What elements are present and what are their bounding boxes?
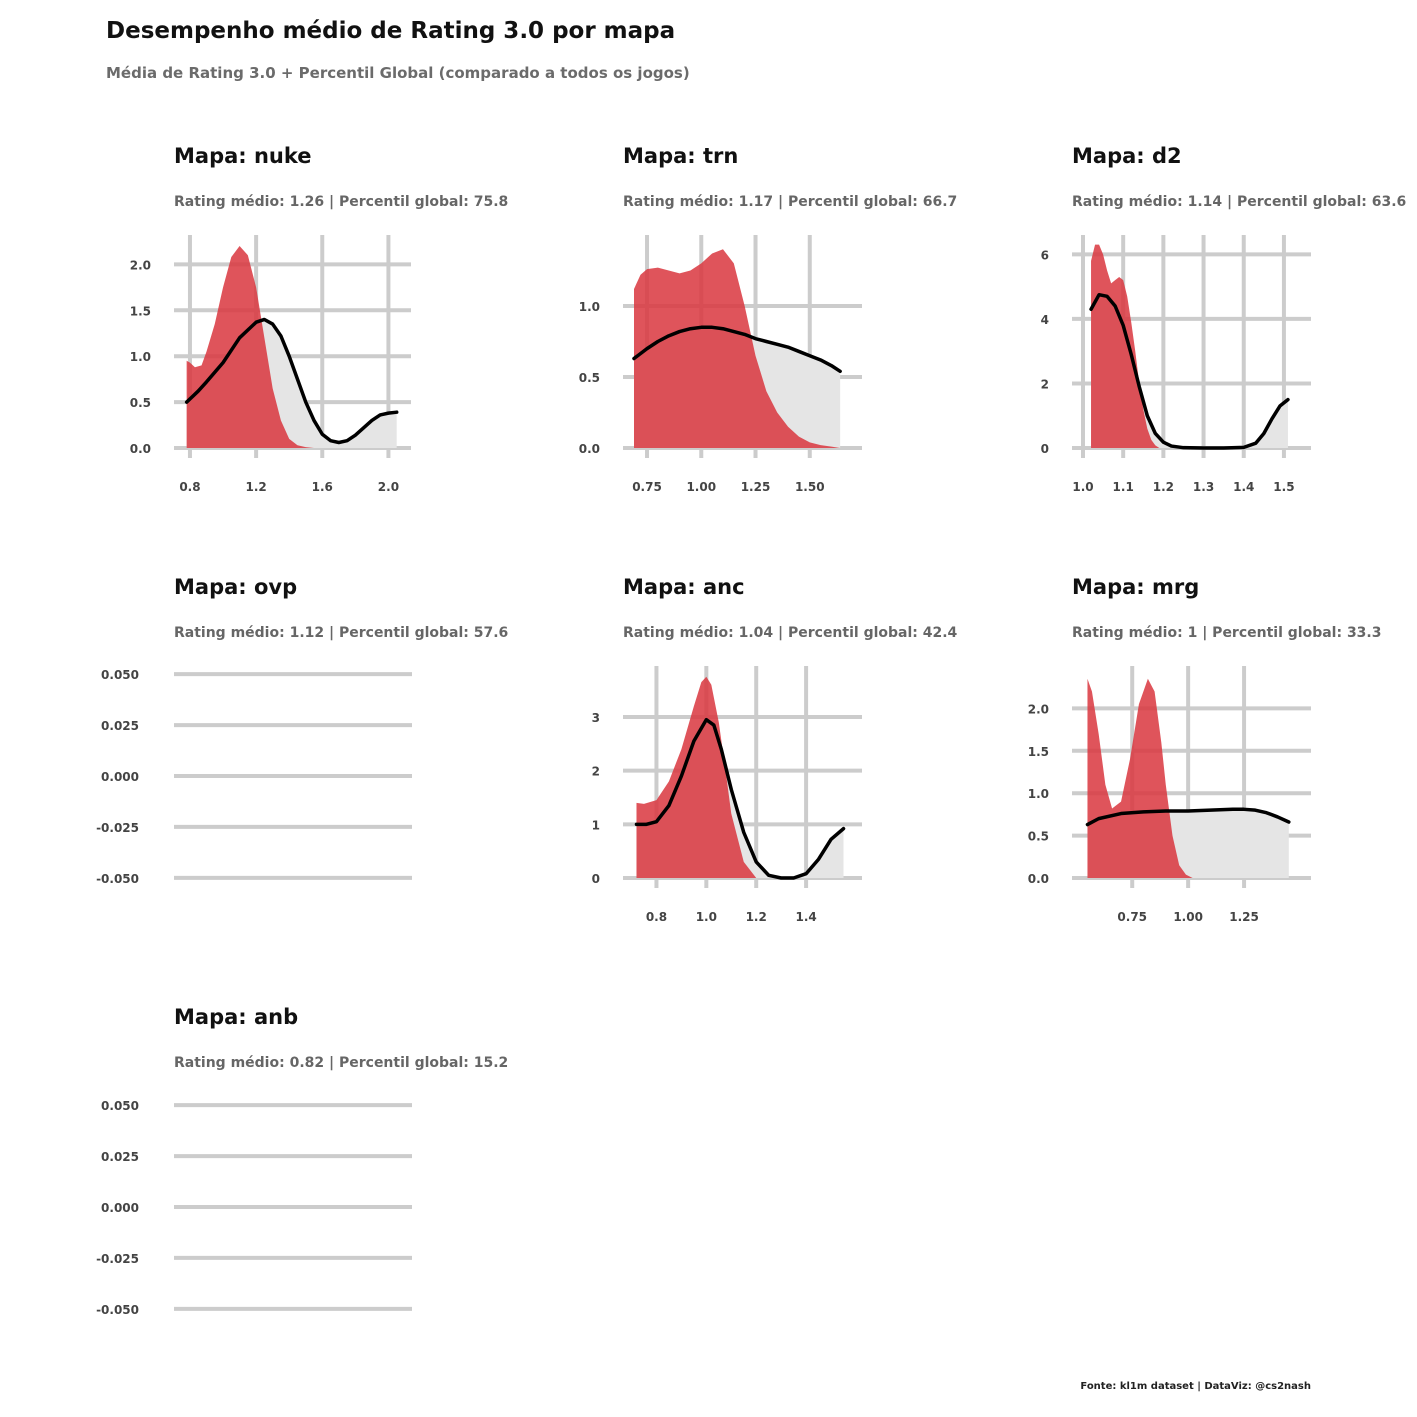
facet-panel: Mapa: anb Rating médio: 0.82 | Percentil … [96, 1005, 508, 1317]
global-density-line [1085, 807, 1291, 827]
global-density-line [634, 717, 846, 880]
global-density-line [184, 317, 399, 445]
facet-subtitle: Rating médio: 1.04 | Percentil global: 4… [623, 625, 958, 641]
x-tick-label: 1.6 [312, 480, 333, 494]
facet-subtitle: Rating médio: 1.14 | Percentil global: 6… [1072, 194, 1406, 210]
x-tick-label: 1.00 [1173, 910, 1203, 924]
x-tick-label: 1.25 [1229, 910, 1259, 924]
x-tick-label: 0.8 [179, 480, 200, 494]
facet-panel: Mapa: d2 Rating médio: 1.14 | Percentil g… [1041, 144, 1407, 494]
facet-panel: Mapa: trn Rating médio: 1.17 | Percentil … [579, 144, 958, 494]
y-tick-label: 0.5 [579, 371, 600, 385]
y-tick-label: -0.025 [96, 821, 139, 835]
facet-subtitle: Rating médio: 1 | Percentil global: 33.3 [1072, 625, 1381, 641]
facet-subtitle: Rating médio: 0.82 | Percentil global: 1… [174, 1055, 508, 1071]
facet-title: Mapa: anb [174, 1005, 298, 1029]
map-density-area [636, 676, 757, 878]
y-tick-label: 1 [592, 818, 600, 832]
y-tick-label: 0.000 [101, 1201, 139, 1215]
x-tick-label: 0.75 [632, 480, 662, 494]
global-density-line [632, 325, 842, 374]
y-tick-label: 1.0 [130, 350, 151, 364]
facet-title: Mapa: d2 [1072, 144, 1182, 168]
y-tick-label: 0.5 [1028, 830, 1049, 844]
map-density-area [1087, 678, 1193, 878]
y-tick-label: 1.0 [1028, 787, 1049, 801]
page-caption: Fonte: kl1m dataset | DataViz: @cs2nash [1080, 1381, 1311, 1392]
y-tick-label: 0.025 [101, 719, 139, 733]
y-tick-label: 6 [1041, 248, 1049, 262]
y-tick-label: 0.5 [130, 396, 151, 410]
y-tick-label: 0.025 [101, 1150, 139, 1164]
y-tick-label: -0.050 [96, 872, 139, 886]
y-tick-label: 1.5 [1028, 745, 1049, 759]
x-tick-label: 1.2 [1153, 480, 1174, 494]
y-tick-label: 0.050 [101, 668, 139, 682]
y-tick-label: 2 [592, 765, 600, 779]
facet-subtitle: Rating médio: 1.17 | Percentil global: 6… [623, 194, 957, 210]
x-tick-label: 2.0 [378, 480, 399, 494]
y-tick-label: 1.5 [130, 304, 151, 318]
x-tick-label: 1.1 [1113, 480, 1134, 494]
facet-title: Mapa: nuke [174, 144, 312, 168]
x-tick-label: 1.5 [1273, 480, 1294, 494]
y-tick-label: 1.0 [579, 300, 600, 314]
facet-panel: Mapa: anc Rating médio: 1.04 | Percentil … [592, 575, 958, 924]
facet-title: Mapa: anc [623, 575, 745, 599]
page-subtitle: Média de Rating 3.0 + Percentil Global (… [106, 64, 690, 82]
facet-title: Mapa: ovp [174, 575, 297, 599]
y-tick-label: -0.050 [96, 1303, 139, 1317]
x-tick-label: 1.2 [245, 480, 266, 494]
x-tick-label: 0.8 [646, 910, 667, 924]
facet-subtitle: Rating médio: 1.12 | Percentil global: 5… [174, 625, 508, 641]
facet-panel: Mapa: nuke Rating médio: 1.26 | Percentil… [130, 144, 509, 494]
map-density-area [634, 249, 841, 448]
map-density-area [186, 246, 314, 448]
facet-subtitle: Rating médio: 1.26 | Percentil global: 7… [174, 194, 508, 210]
x-tick-label: 1.4 [795, 910, 816, 924]
page-title: Desempenho médio de Rating 3.0 por mapa [106, 18, 676, 44]
x-tick-label: 0.75 [1117, 910, 1147, 924]
y-tick-label: 0.0 [130, 442, 151, 456]
x-tick-label: 1.0 [1072, 480, 1093, 494]
facet-title: Mapa: trn [623, 144, 738, 168]
facet-panel: Mapa: mrg Rating médio: 1 | Percentil glo… [1028, 575, 1382, 924]
x-tick-label: 1.2 [746, 910, 767, 924]
y-tick-label: 2 [1041, 377, 1049, 391]
y-tick-label: 3 [592, 711, 600, 725]
x-tick-label: 1.0 [696, 910, 717, 924]
x-tick-label: 1.25 [741, 480, 771, 494]
x-tick-label: 1.4 [1233, 480, 1254, 494]
global-density-line [1089, 292, 1290, 450]
y-tick-label: 0 [1041, 442, 1049, 456]
y-tick-label: 4 [1041, 313, 1049, 327]
y-tick-label: 0.0 [579, 442, 600, 456]
x-tick-label: 1.3 [1193, 480, 1214, 494]
y-tick-label: 0.050 [101, 1099, 139, 1113]
facet-panel: Mapa: ovp Rating médio: 1.12 | Percentil … [96, 575, 508, 886]
y-tick-label: 0.0 [1028, 872, 1049, 886]
y-tick-label: 2.0 [130, 258, 151, 272]
x-tick-label: 1.50 [795, 480, 825, 494]
x-tick-label: 1.00 [686, 480, 716, 494]
y-tick-label: 2.0 [1028, 702, 1049, 716]
y-tick-label: 0 [592, 872, 600, 886]
y-tick-label: 0.000 [101, 770, 139, 784]
y-tick-label: -0.025 [96, 1252, 139, 1266]
facet-title: Mapa: mrg [1072, 575, 1199, 599]
